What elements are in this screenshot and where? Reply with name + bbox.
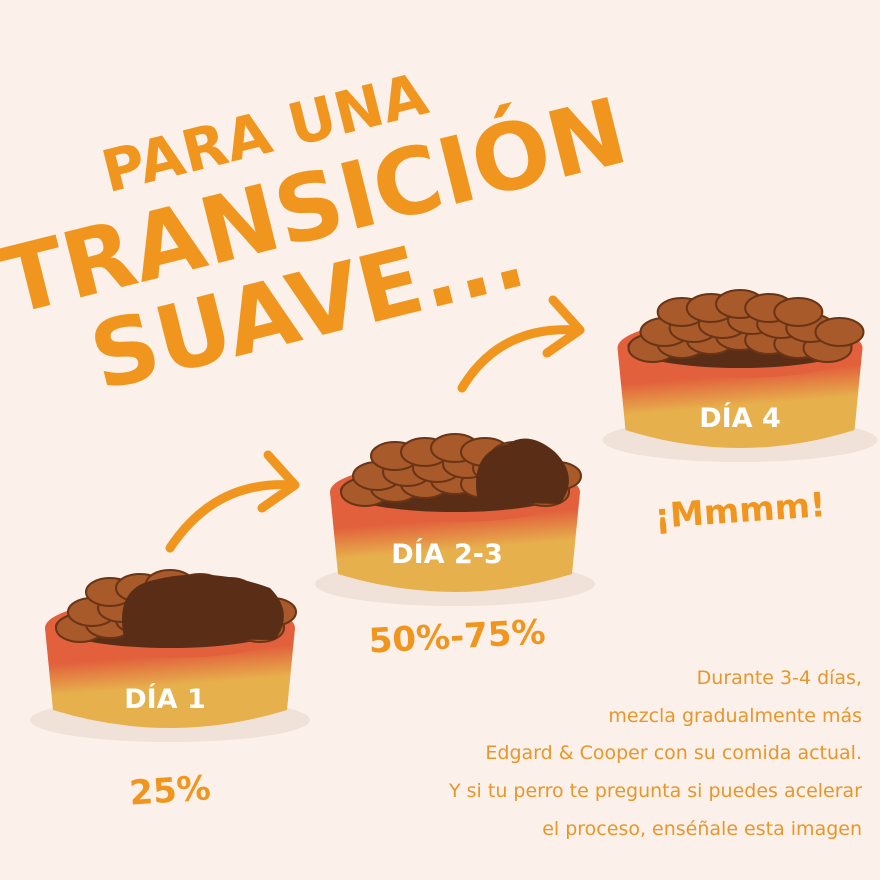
old-food xyxy=(122,574,284,640)
description-line: el proceso, enséñale esta imagen xyxy=(542,818,862,840)
step-caption: 25% xyxy=(128,768,212,814)
arrow xyxy=(165,480,297,553)
kibble xyxy=(773,297,824,327)
step-label: DÍA 4 xyxy=(699,402,781,434)
arrow-head xyxy=(542,295,585,358)
description-line: Y si tu perro te pregunta si puedes acel… xyxy=(448,780,862,802)
description-line: Durante 3-4 días, xyxy=(697,667,862,689)
arrow xyxy=(457,325,582,393)
arrow-head xyxy=(257,450,300,513)
description-line: Edgard & Cooper con su comida actual. xyxy=(485,742,862,764)
description-line: mezcla gradualmente más xyxy=(608,705,862,727)
step-label: DÍA 1 xyxy=(124,683,206,715)
step-caption: 50%-75% xyxy=(368,612,547,661)
arrows xyxy=(165,295,585,553)
step-label: DÍA 2-3 xyxy=(391,538,503,570)
old-food xyxy=(476,438,569,504)
kibble xyxy=(814,317,865,347)
